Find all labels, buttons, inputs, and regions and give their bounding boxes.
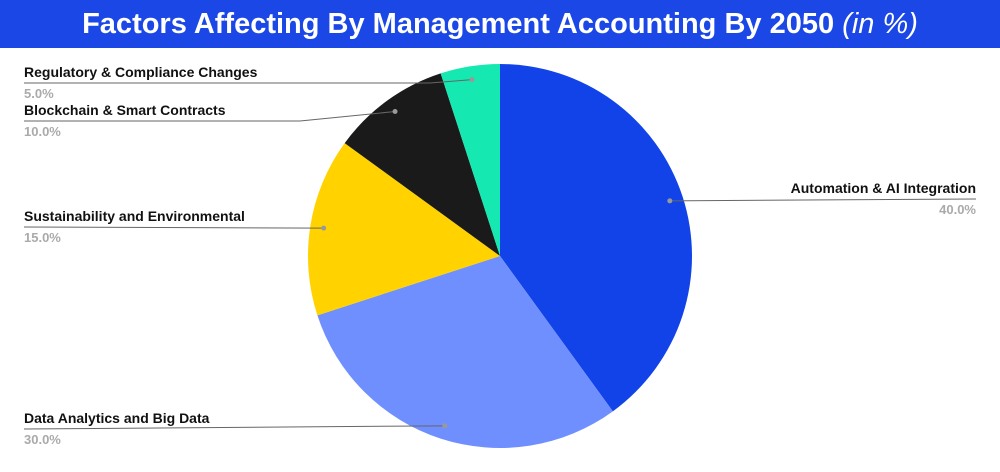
pie-slice bbox=[440, 64, 500, 256]
slice-value: 30.0% bbox=[24, 432, 61, 447]
pie-slice bbox=[317, 256, 613, 449]
leader-dot bbox=[392, 109, 398, 115]
leader-line bbox=[669, 198, 977, 202]
leader-dot bbox=[321, 225, 327, 231]
slice-label: Automation & AI Integration bbox=[791, 180, 976, 196]
slice-label: Data Analytics and Big Data bbox=[24, 410, 210, 426]
pie-slice bbox=[500, 64, 693, 412]
chart-title: Factors Affecting By Management Accounti… bbox=[82, 8, 835, 40]
slice-value: 15.0% bbox=[24, 230, 61, 245]
leader-line bbox=[23, 425, 445, 430]
slice-label: Regulatory & Compliance Changes bbox=[24, 64, 258, 80]
title-note: (in %) bbox=[842, 8, 918, 40]
leader-dot bbox=[442, 423, 448, 429]
leader-line bbox=[24, 111, 396, 122]
slice-label: Sustainability and Environmental bbox=[24, 208, 245, 224]
slice-value: 5.0% bbox=[24, 86, 54, 101]
slice-value: 10.0% bbox=[24, 124, 61, 139]
leader-line bbox=[23, 226, 324, 229]
pie-slice bbox=[308, 143, 500, 316]
pie-slice bbox=[344, 73, 500, 256]
leader-dot bbox=[667, 198, 673, 204]
leader-dot bbox=[469, 77, 475, 83]
slice-value: 40.0% bbox=[939, 202, 976, 217]
slice-label: Blockchain & Smart Contracts bbox=[24, 102, 226, 118]
leader-line bbox=[24, 79, 473, 84]
title-bar: Factors Affecting By Management Accounti… bbox=[0, 0, 1000, 48]
